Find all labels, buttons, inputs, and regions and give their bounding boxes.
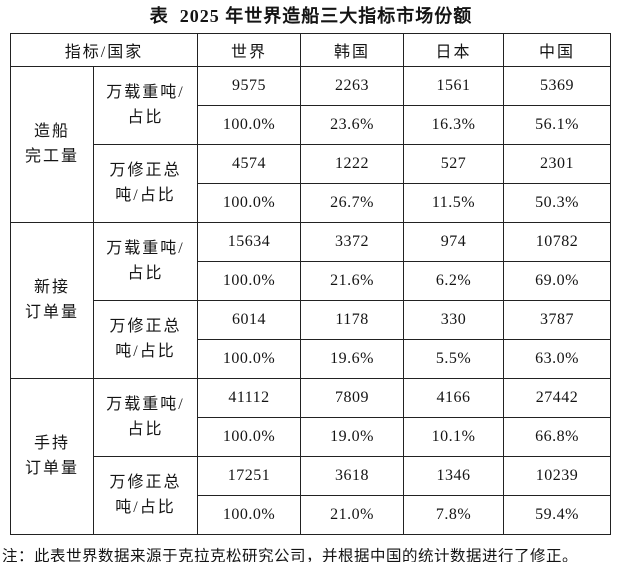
value-cell: 6014 — [197, 300, 302, 340]
share-cell: 7.8% — [403, 495, 505, 535]
value-cell: 10782 — [503, 222, 612, 262]
table-row: 100.0% 19.0% 10.1% 66.8% — [11, 417, 612, 457]
share-cell: 100.0% — [197, 105, 302, 145]
value-cell: 17251 — [197, 456, 302, 496]
value-cell: 27442 — [503, 378, 612, 418]
value-cell: 2263 — [300, 66, 405, 106]
table-row: 万修正总 吨/占比 6014 1178 330 3787 — [11, 300, 612, 379]
metric-label-cgt: 万修正总 吨/占比 — [92, 144, 199, 223]
market-share-table: 指标/国家 世界 韩国 日本 中国 造船 完工量 万载重吨/ 占比 9575 2… — [9, 33, 612, 535]
share-cell: 21.0% — [300, 495, 405, 535]
value-cell: 15634 — [197, 222, 302, 262]
share-cell: 11.5% — [403, 183, 505, 223]
value-cell: 3787 — [503, 300, 612, 340]
table-row: 万修正总 吨/占比 4574 1222 527 2301 — [11, 144, 612, 223]
header-corner-cell: 指标/国家 — [9, 33, 199, 67]
share-cell: 10.1% — [403, 417, 505, 457]
share-cell: 19.6% — [300, 339, 405, 379]
header-cell-japan: 日本 — [403, 33, 505, 67]
value-cell: 1178 — [300, 300, 405, 340]
share-cell: 21.6% — [300, 261, 405, 301]
table-row: 造船 完工量 万载重吨/ 占比 9575 2263 1561 5369 — [10, 66, 612, 223]
indicator-cell-completions: 造船 完工量 — [10, 66, 94, 223]
value-cell: 5369 — [503, 66, 612, 106]
table-row: 100.0% 23.6% 16.3% 56.1% — [11, 105, 612, 145]
share-cell: 63.0% — [503, 339, 612, 379]
share-cell: 100.0% — [197, 417, 302, 457]
value-cell: 1561 — [403, 66, 505, 106]
footnote: 注：此表世界数据来源于克拉克松研究公司，并根据中国的统计数据进行了修正。 — [2, 548, 579, 562]
share-cell: 50.3% — [503, 183, 612, 223]
share-cell: 26.7% — [300, 183, 405, 223]
table-header-row: 指标/国家 世界 韩国 日本 中国 — [9, 33, 612, 67]
share-cell: 100.0% — [197, 339, 302, 379]
table-row: 100.0% 26.7% 11.5% 50.3% — [11, 183, 612, 223]
share-cell: 5.5% — [403, 339, 505, 379]
value-cell: 1346 — [403, 456, 505, 496]
table-row: 新接 订单量 万载重吨/ 占比 15634 3372 974 10782 — [10, 222, 612, 379]
share-cell: 66.8% — [503, 417, 612, 457]
value-cell: 2301 — [503, 144, 612, 184]
table-row: 万修正总 吨/占比 17251 3618 1346 10239 — [11, 456, 612, 535]
share-cell: 56.1% — [503, 105, 612, 145]
value-cell: 41112 — [197, 378, 302, 418]
table-row: 手持 订单量 万载重吨/ 占比 41112 7809 4166 27442 — [10, 378, 612, 535]
share-cell: 19.0% — [300, 417, 405, 457]
share-cell: 100.0% — [197, 261, 302, 301]
metric-label-dwt: 万载重吨/ 占比 — [92, 222, 199, 301]
value-cell: 7809 — [300, 378, 405, 418]
table-title: 表 2025 年世界造船三大指标市场份额 — [149, 6, 473, 26]
value-cell: 3618 — [300, 456, 405, 496]
share-cell: 69.0% — [503, 261, 612, 301]
value-cell: 9575 — [197, 66, 302, 106]
table-row: 100.0% 19.6% 5.5% 63.0% — [11, 339, 612, 379]
header-cell-world: 世界 — [197, 33, 302, 67]
value-cell: 10239 — [503, 456, 612, 496]
table-row: 100.0% 21.0% 7.8% 59.4% — [11, 495, 612, 535]
share-cell: 6.2% — [403, 261, 505, 301]
share-cell: 23.6% — [300, 105, 405, 145]
header-cell-korea: 韩国 — [300, 33, 405, 67]
value-cell: 330 — [403, 300, 505, 340]
header-cell-china: 中国 — [503, 33, 612, 67]
value-cell: 3372 — [300, 222, 405, 262]
metric-label-cgt: 万修正总 吨/占比 — [92, 456, 199, 535]
value-cell: 974 — [403, 222, 505, 262]
metric-label-dwt: 万载重吨/ 占比 — [92, 66, 199, 145]
share-cell: 59.4% — [503, 495, 612, 535]
value-cell: 527 — [403, 144, 505, 184]
value-cell: 4574 — [197, 144, 302, 184]
table-row: 100.0% 21.6% 6.2% 69.0% — [11, 261, 612, 301]
metric-label-dwt: 万载重吨/ 占比 — [92, 378, 199, 457]
share-cell: 100.0% — [197, 183, 302, 223]
share-cell: 16.3% — [403, 105, 505, 145]
value-cell: 4166 — [403, 378, 505, 418]
metric-label-cgt: 万修正总 吨/占比 — [92, 300, 199, 379]
share-cell: 100.0% — [197, 495, 302, 535]
indicator-cell-new-orders: 新接 订单量 — [10, 222, 94, 379]
indicator-cell-order-book: 手持 订单量 — [10, 378, 94, 535]
value-cell: 1222 — [300, 144, 405, 184]
